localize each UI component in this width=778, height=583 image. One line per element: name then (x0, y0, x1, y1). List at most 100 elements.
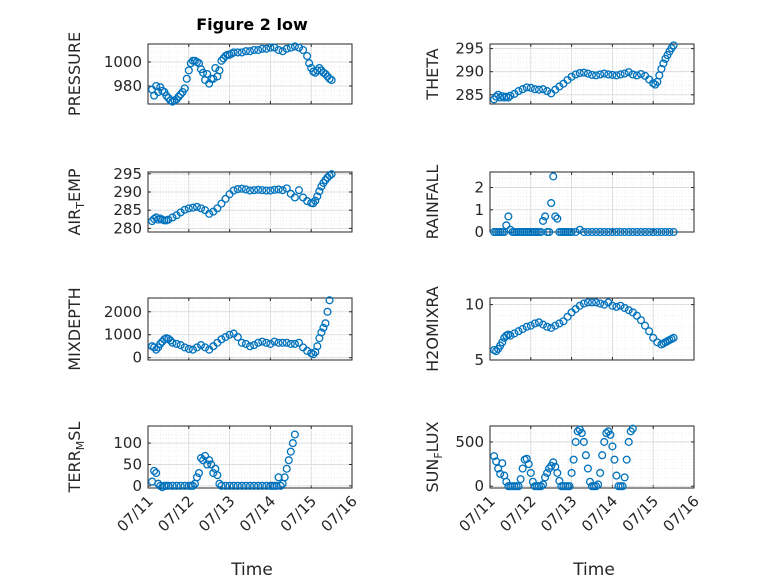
data-point (571, 227, 580, 237)
data-point (192, 343, 202, 352)
data-point (518, 85, 527, 94)
data-point (290, 42, 299, 51)
data-point (592, 227, 601, 237)
data-point (152, 345, 161, 354)
data-point (162, 91, 171, 100)
data-point (213, 204, 222, 213)
data-point (579, 299, 588, 308)
data-point (669, 41, 678, 50)
data-point (286, 43, 295, 52)
data-point (530, 319, 539, 328)
data-point (319, 323, 328, 332)
data-point (327, 170, 336, 179)
data-point (313, 342, 322, 351)
data-point (211, 63, 220, 73)
data-point (217, 335, 226, 344)
y-tick-label: 285 (455, 86, 484, 104)
data-point (551, 212, 560, 221)
data-point (150, 466, 159, 475)
data-point (596, 227, 605, 237)
data-point (250, 481, 259, 490)
data-point (201, 343, 210, 352)
data-point (150, 214, 159, 223)
data-point (266, 186, 275, 195)
data-point (245, 481, 255, 490)
data-point (661, 227, 670, 237)
axes-border (489, 171, 695, 233)
subplot-mixdepth: 0 1000 2000 MIXDEPTH (65, 287, 353, 371)
x-tick-label: 07/16 (318, 492, 361, 535)
data-point (213, 471, 222, 480)
data-point (194, 468, 204, 478)
data-point (620, 227, 629, 237)
y-axis-label: PRESSURE (65, 32, 84, 116)
data-point (278, 47, 287, 56)
data-point (538, 85, 548, 94)
data-point (555, 476, 564, 485)
data-point (313, 192, 322, 201)
data-point (254, 338, 263, 347)
data-point (266, 339, 275, 348)
data-point (549, 458, 558, 467)
data-point (583, 69, 592, 78)
data-point (270, 43, 279, 52)
data-point (649, 227, 658, 237)
x-tick-label: 07/16 (660, 492, 703, 535)
data-point (524, 460, 533, 469)
data-point (221, 194, 230, 203)
data-point (541, 212, 550, 221)
data-point (522, 83, 531, 92)
data-point (303, 51, 312, 61)
data-point (534, 85, 544, 94)
data-point (168, 481, 177, 490)
data-point (596, 299, 605, 308)
data-point (321, 319, 330, 328)
data-point (311, 196, 320, 205)
data-point (288, 439, 297, 448)
data-point (573, 427, 582, 436)
data-point (616, 227, 625, 237)
data-point (636, 227, 646, 237)
data-point (567, 72, 576, 81)
data-point (217, 56, 226, 65)
data-point (280, 473, 289, 482)
data-point (286, 339, 295, 348)
x-tick-label: 07/15 (619, 492, 662, 535)
data-point (632, 71, 641, 80)
data-point (612, 471, 621, 480)
data-point (209, 468, 218, 478)
y-tick-label: 1 (474, 201, 484, 219)
data-point (233, 48, 242, 57)
data-point (188, 481, 197, 490)
data-point (274, 45, 283, 55)
data-point (294, 186, 304, 195)
data-point (258, 481, 267, 490)
data-point (172, 481, 181, 490)
data-point (309, 350, 318, 359)
data-point (624, 68, 633, 77)
data-point (616, 301, 625, 310)
data-point (196, 204, 206, 213)
data-point (270, 185, 279, 194)
data-point (217, 199, 226, 208)
y-tick-label: 295 (455, 40, 484, 58)
y-tick-label: 980 (113, 77, 142, 95)
data-point (152, 468, 161, 478)
data-point (506, 91, 515, 100)
data-point (583, 298, 592, 307)
data-point (254, 185, 263, 194)
data-point (669, 333, 678, 342)
data-point (176, 341, 185, 350)
data-point (612, 302, 621, 311)
data-point (600, 437, 609, 446)
data-point (258, 337, 267, 346)
data-point (645, 227, 654, 237)
y-tick-label: 0 (132, 349, 142, 367)
data-point (229, 186, 238, 195)
data-point (575, 301, 584, 310)
axes-border (147, 297, 353, 361)
data-point (628, 70, 637, 79)
data-point (205, 456, 214, 465)
data-point (553, 468, 562, 477)
